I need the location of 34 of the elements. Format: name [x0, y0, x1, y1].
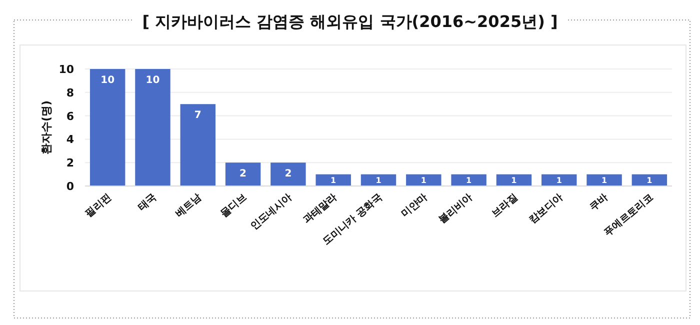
bar	[135, 69, 170, 186]
y-tick-label: 0	[66, 180, 74, 193]
bar	[225, 162, 261, 186]
bar	[632, 174, 668, 186]
y-tick-label: 8	[66, 86, 74, 100]
data-label: 1	[466, 176, 472, 186]
data-label: 1	[511, 176, 518, 186]
y-axis-title: 환자수(명)	[40, 100, 53, 155]
bar	[496, 174, 532, 186]
bar	[270, 162, 306, 186]
data-label: 1	[646, 176, 653, 186]
y-tick-label: 6	[66, 110, 74, 123]
data-label: 10	[146, 75, 160, 86]
bar	[586, 174, 622, 186]
x-tick-label: 태국	[136, 192, 159, 214]
data-label: 1	[420, 176, 427, 186]
data-label: 1	[376, 176, 382, 186]
data-label: 1	[330, 176, 337, 186]
bar	[360, 174, 396, 186]
chart-title: [ 지카바이러스 감염증 해외유입 국가(2016~2025년) ]	[142, 12, 558, 31]
bar	[90, 69, 126, 186]
data-label: 1	[556, 176, 562, 186]
bar	[316, 174, 351, 186]
y-tick-label: 2	[66, 156, 74, 170]
y-tick-label: 4	[66, 133, 74, 146]
data-label: 7	[194, 110, 202, 122]
data-label: 2	[240, 168, 247, 180]
bar	[406, 174, 442, 186]
y-tick-label: 10	[58, 63, 74, 76]
data-label: 2	[284, 168, 292, 180]
data-label: 1	[601, 176, 608, 186]
bar	[180, 104, 216, 186]
data-label: 10	[100, 75, 115, 86]
bar	[451, 174, 486, 186]
